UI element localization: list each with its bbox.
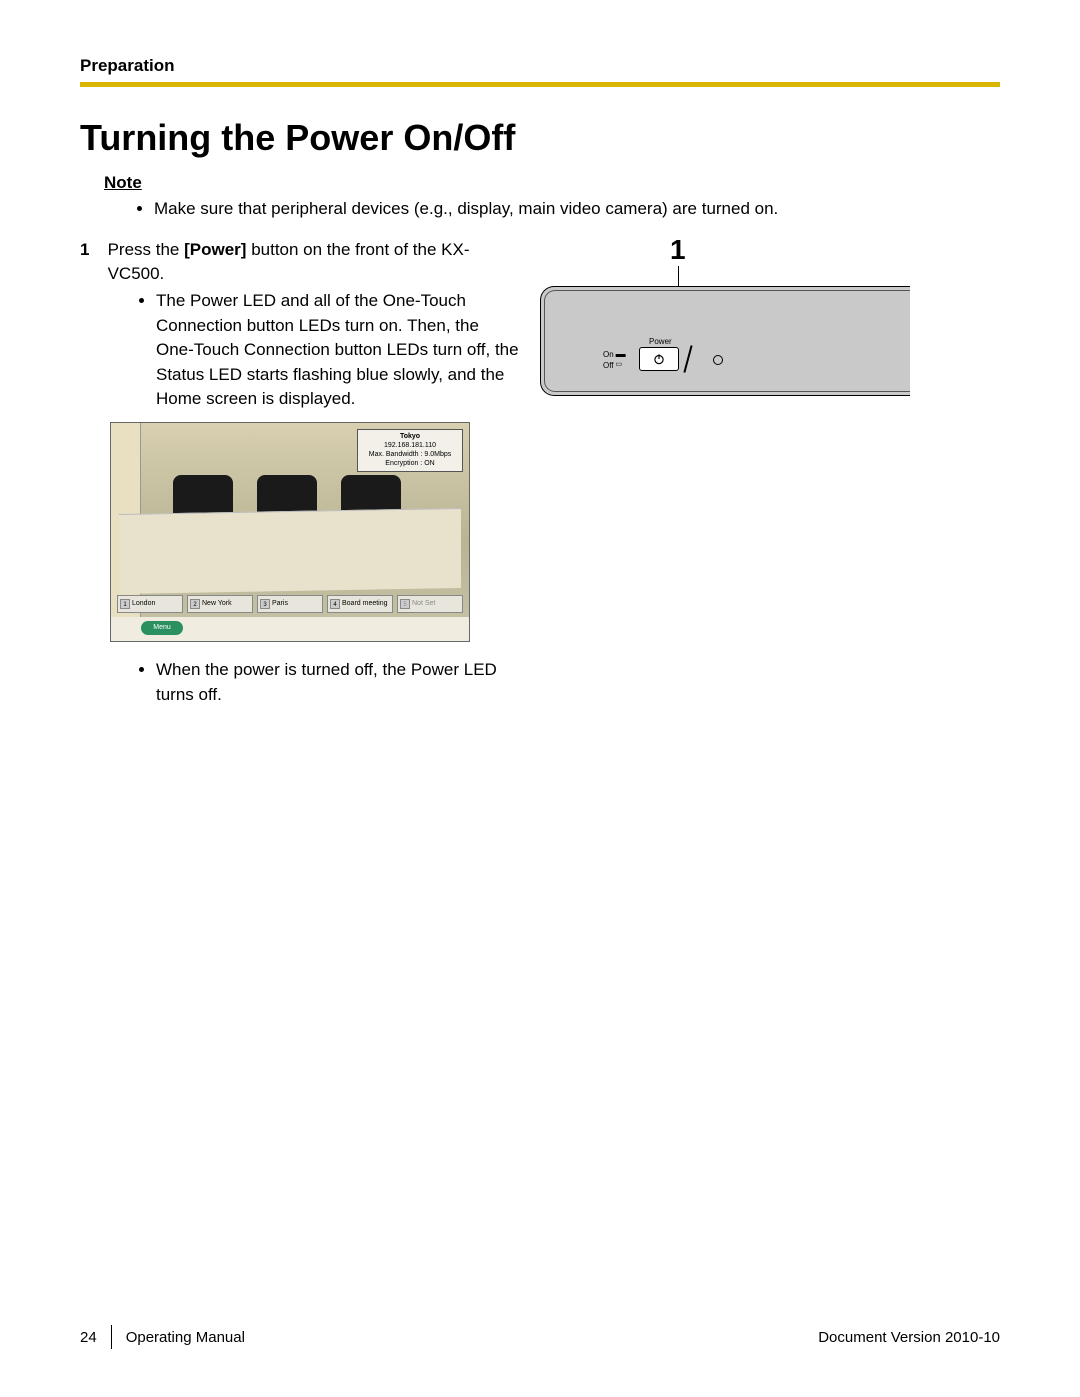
page-title: Turning the Power On/Off bbox=[80, 117, 1000, 159]
onetouch-buttons: 1London 2New York 3Paris 4Board meeting … bbox=[117, 595, 463, 613]
step-number: 1 bbox=[80, 238, 108, 287]
info-box: Tokyo 192.168.181.110 Max. Bandwidth : 9… bbox=[357, 429, 463, 471]
step-bullet: When the power is turned off, the Power … bbox=[156, 658, 520, 707]
page-footer: 24 Operating Manual Document Version 201… bbox=[80, 1325, 1000, 1349]
info-ip: 192.168.181.110 bbox=[360, 441, 460, 450]
device-diagram: 1 Power On▬ Off▭ bbox=[540, 238, 910, 396]
onetouch-btn-3: 3Paris bbox=[257, 595, 323, 613]
step-text-bold: [Power] bbox=[184, 240, 246, 259]
doc-title: Operating Manual bbox=[126, 1329, 245, 1346]
note-label: Note bbox=[104, 173, 1000, 193]
info-bandwidth: Max. Bandwidth : 9.0Mbps bbox=[360, 450, 460, 459]
home-screen-image: Tokyo 192.168.181.110 Max. Bandwidth : 9… bbox=[110, 422, 470, 642]
step-text: Press the [Power] button on the front of… bbox=[108, 238, 520, 287]
onetouch-btn-5: 5Not Set bbox=[397, 595, 463, 613]
on-off-label: On▬ Off▭ bbox=[603, 349, 626, 371]
page-number: 24 bbox=[80, 1329, 97, 1346]
step-text-before: Press the bbox=[108, 240, 185, 259]
menu-button: Menu bbox=[141, 621, 183, 635]
note-list: Make sure that peripheral devices (e.g.,… bbox=[136, 197, 1000, 222]
onetouch-btn-1: 1London bbox=[117, 595, 183, 613]
power-button-icon bbox=[639, 347, 679, 371]
onetouch-btn-2: 2New York bbox=[187, 595, 253, 613]
header-rule bbox=[80, 82, 1000, 87]
info-encryption: Encryption : ON bbox=[360, 459, 460, 468]
onetouch-btn-4: 4Board meeting bbox=[327, 595, 393, 613]
note-item: Make sure that peripheral devices (e.g.,… bbox=[154, 197, 1000, 222]
callout-number: 1 bbox=[670, 234, 686, 266]
step-bullet: The Power LED and all of the One-Touch C… bbox=[156, 289, 520, 412]
power-label: Power bbox=[649, 337, 672, 346]
doc-version: Document Version 2010-10 bbox=[818, 1329, 1000, 1346]
info-site: Tokyo bbox=[360, 432, 460, 441]
section-header: Preparation bbox=[80, 56, 1000, 76]
status-led-icon bbox=[713, 355, 723, 365]
